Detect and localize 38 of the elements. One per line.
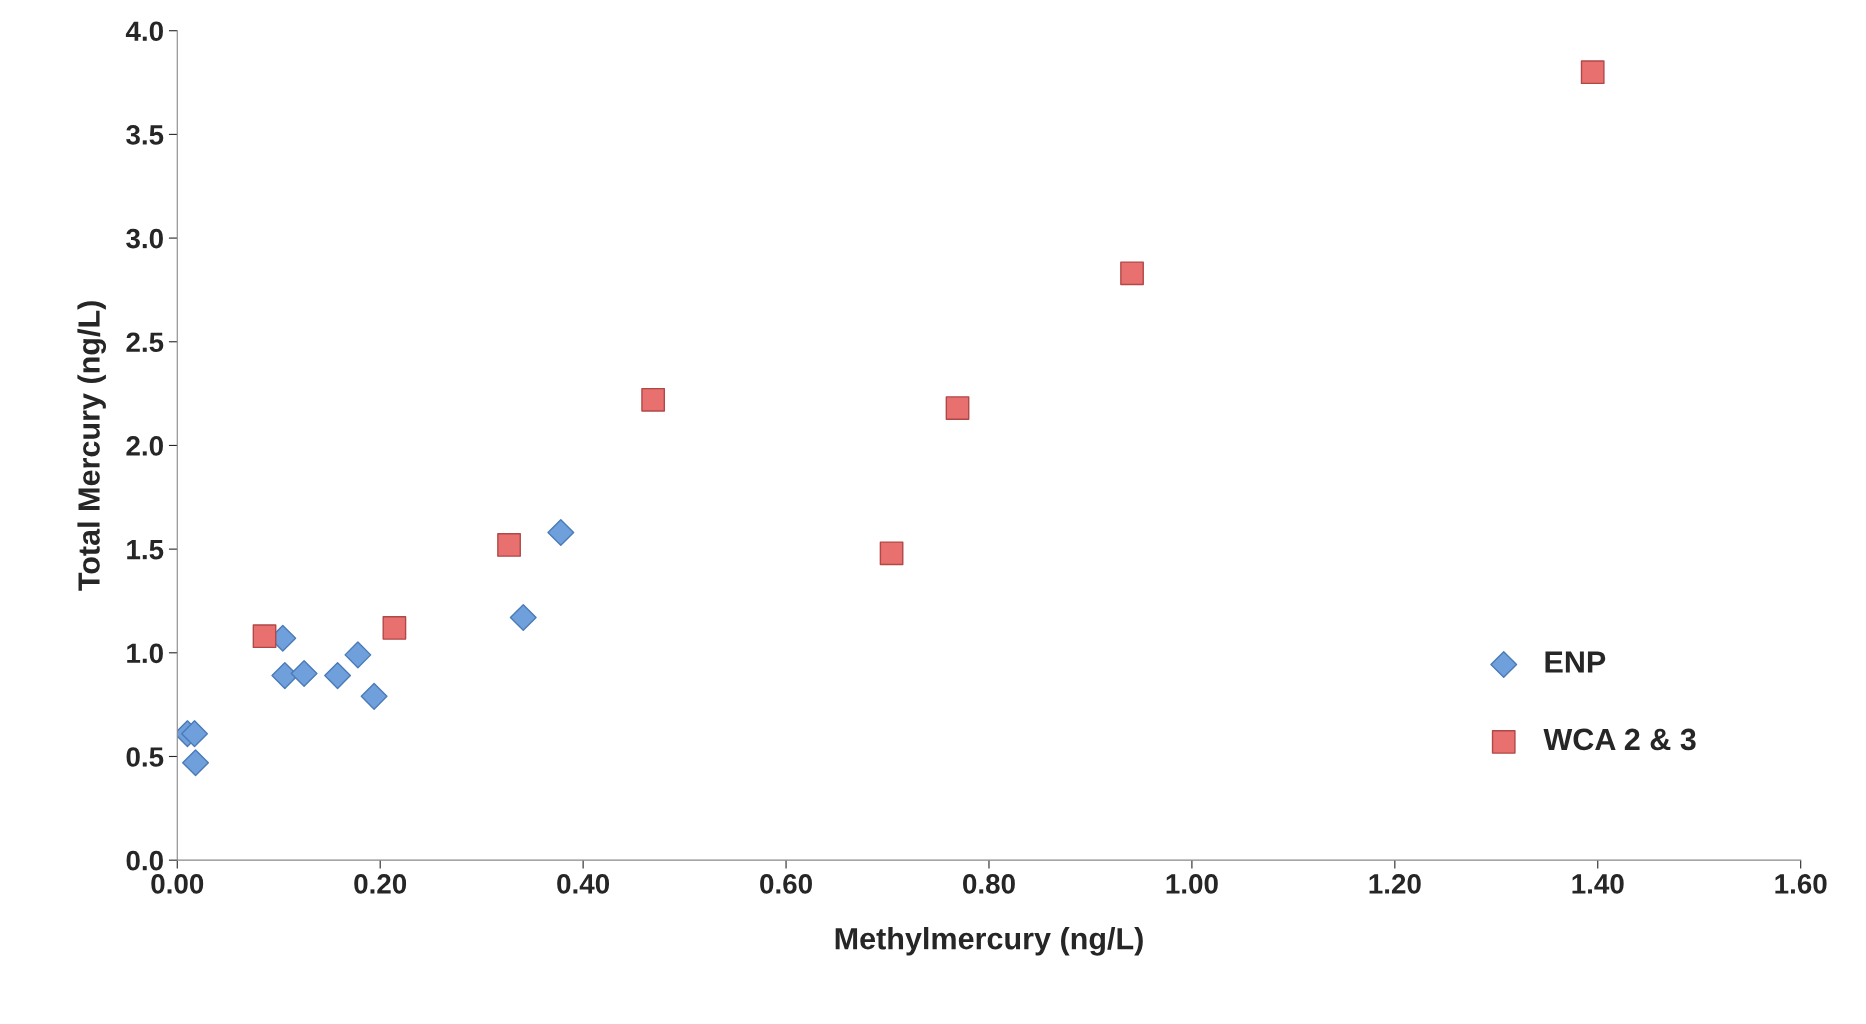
x-tick-label: 0.00 (151, 874, 204, 894)
y-tick-label: 3.5 (126, 125, 164, 145)
x-tick-label: 1.20 (1369, 874, 1421, 894)
y-tick-label: 0.0 (126, 850, 163, 871)
x-tick-label: 0.60 (760, 874, 812, 894)
y-tick-label: 4.0 (125, 21, 163, 42)
point (252, 624, 277, 649)
y-tick-label: 1.0 (127, 643, 163, 664)
y-axis-title: Total Mercury (ng/L) (77, 301, 107, 591)
point (344, 641, 372, 669)
point (360, 682, 388, 710)
point (1120, 261, 1144, 286)
point (509, 604, 537, 632)
y-tick-label: 0.5 (126, 747, 164, 767)
y-tick-label: 2.0 (126, 436, 163, 456)
x-tick-label: 1.00 (1166, 874, 1218, 894)
point (945, 396, 970, 421)
x-tick-label: 0.80 (963, 874, 1015, 894)
point (547, 519, 575, 547)
y-tick-label: 3.0 (126, 228, 163, 249)
point (382, 616, 407, 640)
point (181, 720, 209, 748)
x-axis-title: Methylmercury (ng/L) (835, 927, 1143, 956)
x-tick-label: 1.40 (1572, 874, 1624, 894)
point (879, 541, 904, 566)
legend-label: WCA 2 & 3 (1543, 728, 1696, 751)
y-tick-label: 2.5 (126, 332, 164, 353)
point (497, 533, 521, 557)
y-tick-label: 1.5 (127, 540, 164, 560)
point (290, 660, 318, 688)
point (182, 749, 210, 777)
legend-label: ENP (1545, 651, 1606, 673)
x-tick-label: 0.20 (354, 874, 407, 894)
x-tick-label: 0.40 (557, 874, 610, 894)
point (1580, 60, 1605, 85)
x-tick-label: 1.60 (1775, 874, 1827, 894)
point (641, 387, 666, 412)
point (324, 662, 352, 690)
